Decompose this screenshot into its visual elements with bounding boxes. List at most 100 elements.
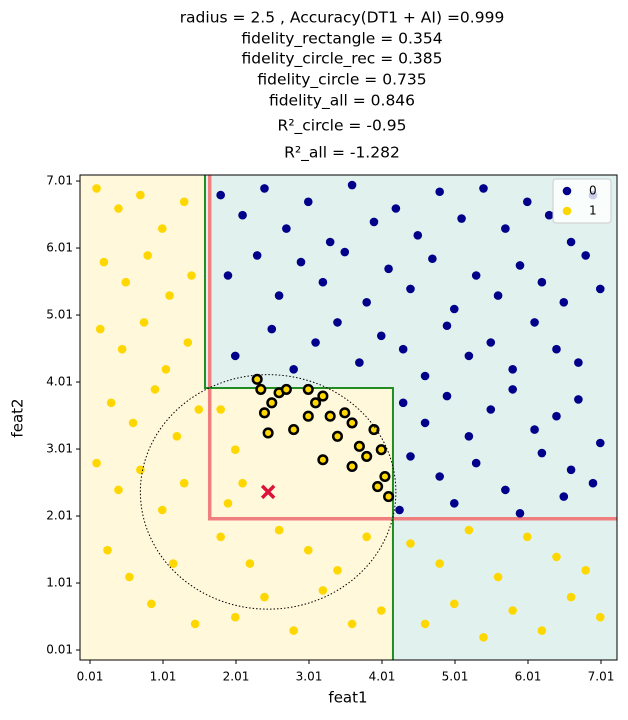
point <box>457 214 466 223</box>
point <box>391 204 401 213</box>
point <box>296 257 306 267</box>
point <box>559 492 569 501</box>
point <box>238 478 247 488</box>
point <box>340 247 350 257</box>
point <box>479 184 488 193</box>
highlighted-point <box>255 383 267 395</box>
green-boundary <box>203 175 394 660</box>
y-axis-label: feat2 <box>9 398 27 437</box>
point <box>282 224 291 233</box>
point <box>486 338 496 347</box>
x-tick-label: 2.01 <box>223 670 250 684</box>
point <box>420 418 430 428</box>
point <box>515 261 525 270</box>
point <box>260 184 269 193</box>
highlighted-point <box>266 397 278 409</box>
point <box>245 559 255 568</box>
chart-title: fidelity_all = 0.846 <box>269 92 415 111</box>
point <box>420 619 430 629</box>
point <box>515 509 525 518</box>
point <box>544 210 554 220</box>
point <box>442 391 452 401</box>
y-tick-label: 3.01 <box>46 442 73 456</box>
x-tick-label: 3.01 <box>296 670 323 684</box>
legend-marker <box>562 186 572 196</box>
point <box>501 224 510 233</box>
point <box>464 351 474 361</box>
point <box>128 418 138 428</box>
plot-area <box>92 175 617 660</box>
point <box>595 612 605 622</box>
point <box>471 458 481 468</box>
point <box>194 405 204 414</box>
point <box>347 180 357 190</box>
point <box>442 321 452 331</box>
point <box>522 197 532 207</box>
point <box>289 626 298 635</box>
point <box>318 277 328 287</box>
point <box>274 525 284 535</box>
point <box>289 364 298 374</box>
point <box>395 505 404 515</box>
point <box>479 632 488 642</box>
highlighted-point <box>339 407 351 419</box>
y-tick-label: 5.01 <box>46 308 73 322</box>
point <box>493 291 503 300</box>
point <box>530 318 539 327</box>
highlighted-point <box>346 417 358 429</box>
point <box>136 190 145 200</box>
x-tick-label: 0.01 <box>77 670 104 684</box>
point <box>376 331 386 341</box>
point <box>95 324 105 334</box>
point <box>103 545 112 555</box>
x-axis-label: feat1 <box>328 689 367 707</box>
highlighted-point <box>258 407 271 419</box>
point <box>398 398 408 408</box>
x-tick-label: 7.01 <box>588 670 615 684</box>
highlighted-point <box>310 397 322 409</box>
point <box>574 358 583 367</box>
chart-title: R²_all = -1.282 <box>284 144 400 163</box>
point <box>216 532 225 542</box>
point <box>117 344 127 354</box>
highlighted-point <box>317 390 329 402</box>
point <box>179 478 189 488</box>
center-marker <box>260 484 276 500</box>
point <box>522 532 532 542</box>
point <box>566 592 576 602</box>
point <box>143 251 152 260</box>
highlighted-point <box>353 440 365 452</box>
point <box>501 485 510 495</box>
region-background <box>204 175 617 660</box>
highlighted-point <box>251 373 263 385</box>
legend-label: 0 <box>589 184 597 198</box>
point <box>449 498 459 508</box>
highlighted-point <box>302 410 314 422</box>
y-tick-label: 2.01 <box>46 509 73 523</box>
chart-title: radius = 2.5 , Accuracy(DT1 + AI) =0.999 <box>180 9 505 27</box>
point <box>216 405 225 414</box>
point <box>179 197 189 207</box>
chart-title: fidelity_rectangle = 0.354 <box>241 30 442 49</box>
y-tick-label: 7.01 <box>46 174 73 188</box>
point <box>406 284 415 294</box>
point <box>552 411 561 421</box>
point <box>508 385 517 394</box>
highlighted-point <box>375 444 387 456</box>
point <box>595 284 605 294</box>
point <box>190 619 200 629</box>
point <box>376 606 386 615</box>
point <box>537 448 547 458</box>
point <box>92 458 101 468</box>
highlighted-point <box>361 450 373 462</box>
point <box>318 586 328 595</box>
legend-label: 1 <box>589 204 597 218</box>
point <box>588 478 598 488</box>
point <box>508 606 517 615</box>
point <box>384 264 393 274</box>
point <box>92 184 101 193</box>
point <box>150 385 160 394</box>
point <box>486 405 496 414</box>
point <box>172 431 182 441</box>
